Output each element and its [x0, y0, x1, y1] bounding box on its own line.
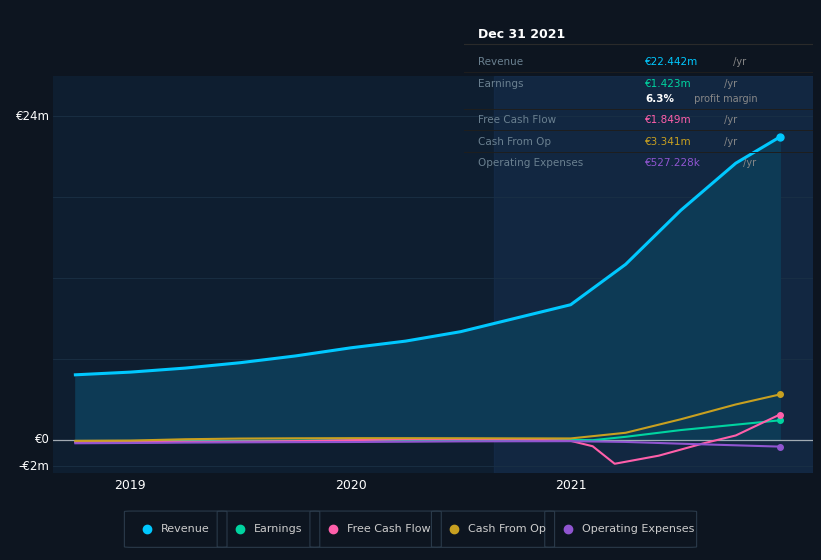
Text: -€2m: -€2m: [19, 460, 49, 473]
Bar: [493, 76, 813, 473]
Text: Cash From Op: Cash From Op: [478, 137, 551, 147]
Text: €24m: €24m: [16, 110, 49, 123]
Text: Dec 31 2021: Dec 31 2021: [478, 28, 565, 41]
Text: €0: €0: [34, 433, 49, 446]
Text: /yr: /yr: [731, 58, 746, 67]
Text: /yr: /yr: [721, 79, 736, 89]
Text: €1.423m: €1.423m: [645, 79, 692, 89]
Text: /yr: /yr: [741, 158, 756, 168]
Text: 6.3%: 6.3%: [645, 94, 674, 104]
Text: Earnings: Earnings: [478, 79, 523, 89]
Text: Free Cash Flow: Free Cash Flow: [347, 524, 430, 534]
Text: Revenue: Revenue: [161, 524, 210, 534]
Text: Earnings: Earnings: [255, 524, 303, 534]
Text: /yr: /yr: [721, 137, 736, 147]
Text: Operating Expenses: Operating Expenses: [582, 524, 694, 534]
Text: €22.442m: €22.442m: [645, 58, 699, 67]
Text: /yr: /yr: [721, 115, 736, 125]
Text: €1.849m: €1.849m: [645, 115, 692, 125]
Text: €3.341m: €3.341m: [645, 137, 692, 147]
Text: €527.228k: €527.228k: [645, 158, 701, 168]
Text: Free Cash Flow: Free Cash Flow: [478, 115, 556, 125]
Text: Cash From Op: Cash From Op: [469, 524, 546, 534]
Text: Revenue: Revenue: [478, 58, 523, 67]
Text: Operating Expenses: Operating Expenses: [478, 158, 583, 168]
Text: profit margin: profit margin: [691, 94, 758, 104]
